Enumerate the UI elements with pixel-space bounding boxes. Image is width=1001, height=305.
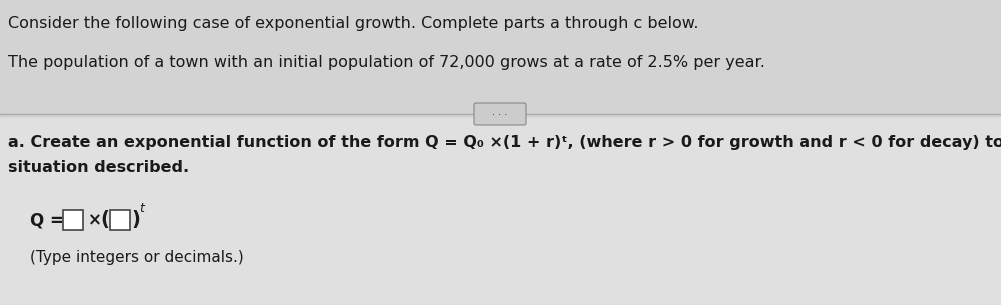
Text: t: t bbox=[139, 202, 144, 214]
Text: The population of a town with an initial population of 72,000 grows at a rate of: The population of a town with an initial… bbox=[8, 55, 765, 70]
Text: ×: × bbox=[88, 211, 102, 229]
Bar bbox=[63, 210, 83, 230]
Text: situation described.: situation described. bbox=[8, 160, 189, 175]
Text: (Type integers or decimals.): (Type integers or decimals.) bbox=[30, 250, 244, 265]
Bar bbox=[0, 0, 1001, 118]
Text: · · ·: · · · bbox=[492, 110, 508, 120]
Text: Q =: Q = bbox=[30, 211, 64, 229]
FancyBboxPatch shape bbox=[474, 103, 526, 125]
Text: a. Create an exponential function of the form Q = Q₀ ×(1 + r)ᵗ, (where r > 0 for: a. Create an exponential function of the… bbox=[8, 135, 1001, 150]
Text: ): ) bbox=[131, 210, 140, 229]
Text: Consider the following case of exponential growth. Complete parts a through c be: Consider the following case of exponenti… bbox=[8, 16, 699, 31]
Bar bbox=[110, 210, 130, 230]
Bar bbox=[0, 118, 1001, 305]
Text: (: ( bbox=[100, 210, 109, 229]
